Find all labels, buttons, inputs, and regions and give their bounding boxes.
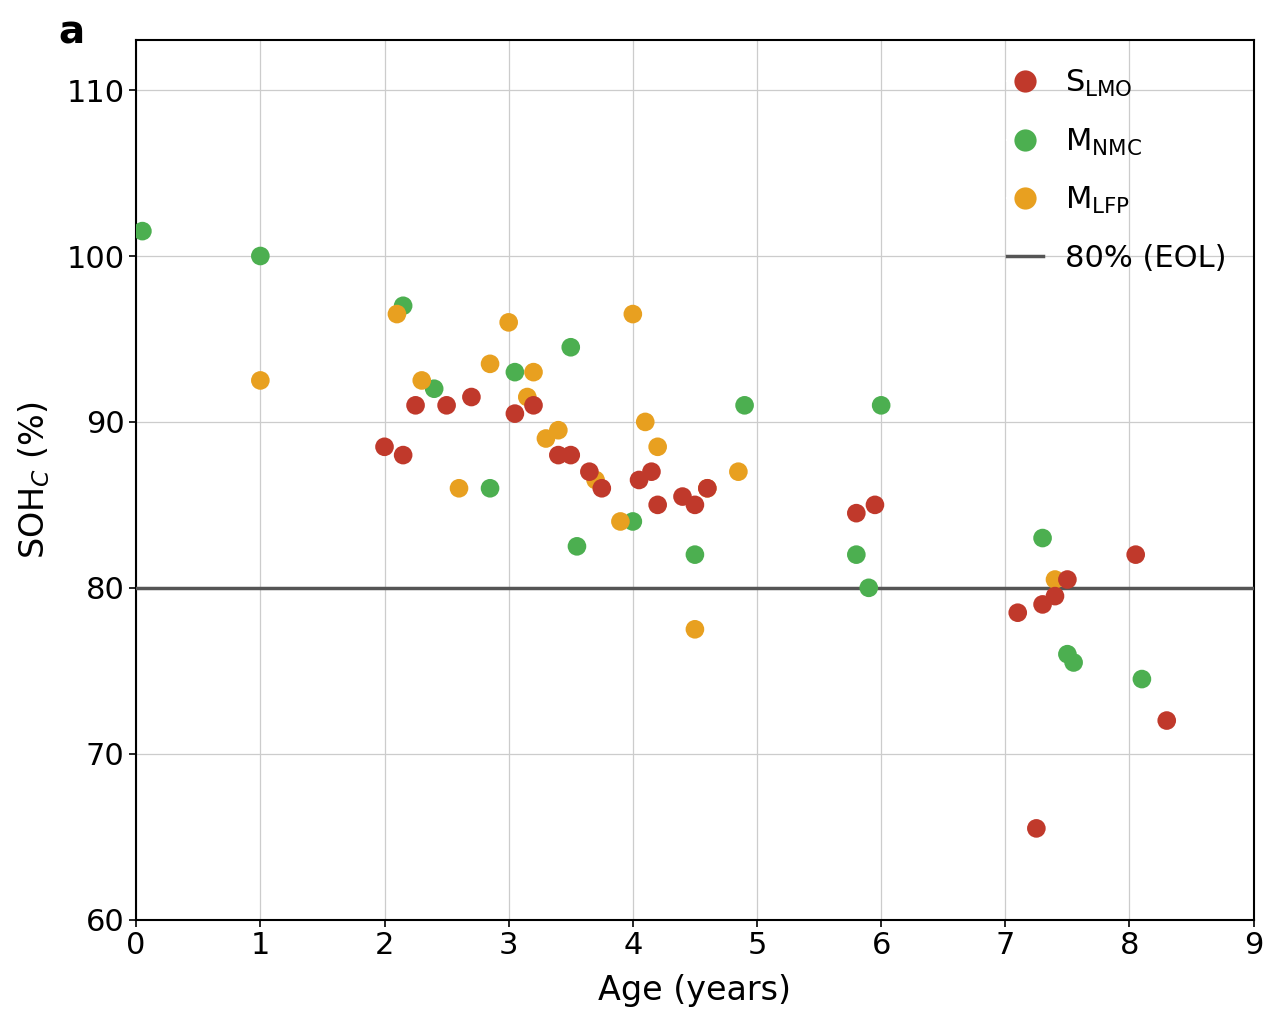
- Point: [424, 381, 444, 397]
- Point: [561, 446, 581, 463]
- Point: [1132, 671, 1152, 687]
- Point: [1044, 571, 1065, 588]
- Point: [1125, 547, 1146, 563]
- Point: [387, 306, 407, 323]
- Point: [698, 480, 718, 497]
- Point: [548, 446, 568, 463]
- Point: [374, 438, 394, 455]
- Point: [1044, 588, 1065, 604]
- Point: [648, 497, 668, 513]
- Point: [406, 397, 426, 414]
- Point: [611, 513, 631, 529]
- Point: [622, 513, 643, 529]
- Point: [449, 480, 470, 497]
- Point: [870, 397, 891, 414]
- Point: [250, 373, 270, 389]
- Point: [1007, 604, 1028, 621]
- Point: [579, 464, 599, 480]
- Y-axis label: SOH$_{C}$ (%): SOH$_{C}$ (%): [17, 401, 52, 559]
- Point: [517, 389, 538, 406]
- Point: [672, 488, 692, 505]
- Point: [524, 364, 544, 380]
- Point: [859, 580, 879, 596]
- Point: [698, 480, 718, 497]
- Point: [461, 389, 481, 406]
- Point: [641, 464, 662, 480]
- Point: [685, 497, 705, 513]
- Point: [1157, 713, 1178, 729]
- Point: [504, 406, 525, 422]
- Point: [1033, 596, 1053, 612]
- Point: [585, 472, 605, 488]
- Point: [436, 397, 457, 414]
- Point: [548, 422, 568, 438]
- Point: [1057, 646, 1078, 663]
- Point: [1027, 820, 1047, 837]
- Point: [846, 505, 867, 521]
- Point: [480, 480, 500, 497]
- Point: [250, 248, 270, 264]
- X-axis label: Age (years): Age (years): [599, 974, 791, 1008]
- Point: [1057, 571, 1078, 588]
- Point: [728, 464, 749, 480]
- Point: [685, 622, 705, 638]
- Point: [628, 472, 649, 488]
- Point: [735, 397, 755, 414]
- Legend: S$_{\mathrm{LMO}}$, M$_{\mathrm{NMC}}$, M$_{\mathrm{LFP}}$, 80% (EOL): S$_{\mathrm{LMO}}$, M$_{\mathrm{NMC}}$, …: [995, 55, 1238, 285]
- Point: [567, 539, 588, 555]
- Point: [393, 298, 413, 314]
- Point: [536, 430, 557, 446]
- Point: [411, 373, 431, 389]
- Point: [393, 446, 413, 463]
- Point: [132, 223, 152, 240]
- Point: [480, 355, 500, 372]
- Point: [591, 480, 612, 497]
- Text: a: a: [58, 14, 84, 52]
- Point: [498, 314, 518, 331]
- Point: [561, 339, 581, 355]
- Point: [524, 397, 544, 414]
- Point: [1033, 529, 1053, 546]
- Point: [1064, 654, 1084, 671]
- Point: [504, 364, 525, 380]
- Point: [846, 547, 867, 563]
- Point: [865, 497, 886, 513]
- Point: [635, 414, 655, 430]
- Point: [622, 306, 643, 323]
- Point: [685, 547, 705, 563]
- Point: [648, 438, 668, 455]
